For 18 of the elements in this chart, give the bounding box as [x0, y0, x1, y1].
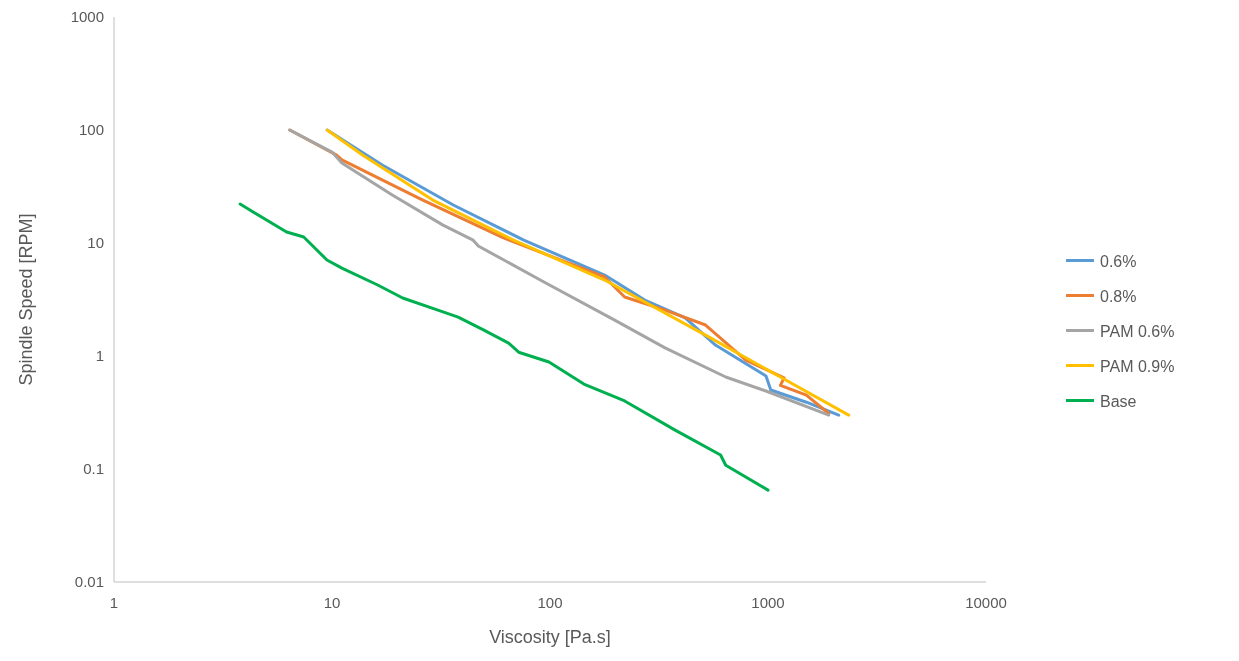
legend-label: PAM 0.6% — [1100, 322, 1175, 340]
x-axis-title: Viscosity [Pa.s] — [489, 627, 611, 647]
y-tick-label: 1000 — [70, 8, 104, 25]
x-tick-label: 100 — [537, 594, 563, 611]
y-tick-label: 100 — [78, 121, 104, 138]
x-tick-label: 10000 — [965, 594, 1007, 611]
x-tick-label: 1 — [109, 594, 119, 611]
y-axis-title: Spindle Speed [RPM] — [16, 213, 36, 386]
x-tick-label: 1000 — [751, 594, 785, 611]
legend-label: 0.8% — [1100, 287, 1137, 305]
legend-label: 0.6% — [1100, 252, 1137, 270]
legend-label: Base — [1100, 392, 1137, 410]
y-tick-label: 0.1 — [83, 460, 104, 477]
y-tick-label: 1 — [95, 347, 104, 364]
y-tick-label: 0.01 — [74, 573, 104, 590]
y-tick-label: 10 — [87, 234, 104, 251]
x-tick-label: 10 — [323, 594, 341, 611]
legend-label: PAM 0.9% — [1100, 357, 1175, 375]
